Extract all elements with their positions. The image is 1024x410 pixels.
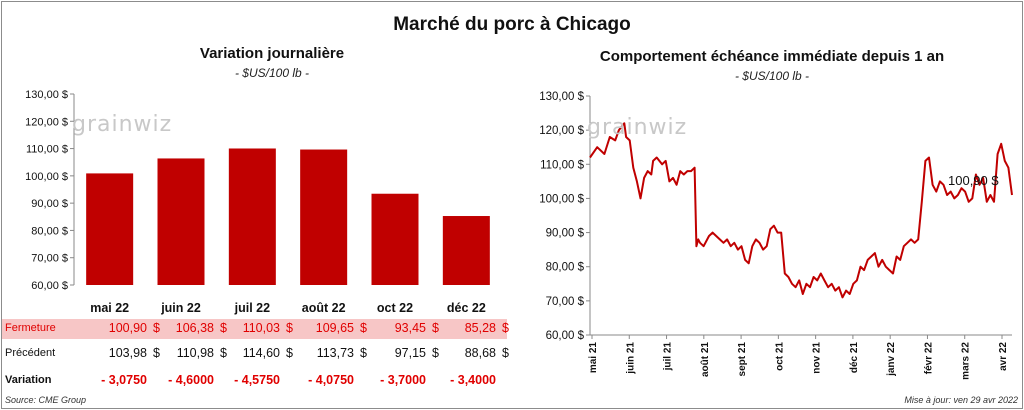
table-cell: 85,28: [464, 321, 496, 335]
y-tick-label: 60,00 $: [31, 280, 68, 292]
y-tick-label: 130,00 $: [539, 91, 584, 103]
y-tick-label: 90,00 $: [546, 228, 585, 240]
table-cell: - 4,5750: [234, 373, 280, 387]
line-chart: 60,00 $ 70,00 $ 80,00 $ 90,00 $ 100,00 $ 110,…: [539, 91, 1013, 380]
y-tick-label: 110,00 $: [540, 159, 585, 171]
category-label: juil 22: [234, 301, 270, 315]
series-line: [589, 122, 1013, 299]
currency-symbol: $: [153, 346, 160, 360]
x-tick-label: avr 22: [998, 342, 1009, 371]
table-cell: 103,98: [108, 346, 147, 360]
currency-symbol: $: [286, 346, 293, 360]
right-chart-title: Comportement échéance immédiate depuis 1…: [599, 48, 945, 65]
table-cell: 100,90: [108, 321, 147, 335]
table-cell: 97,15: [394, 346, 426, 360]
bar: [228, 148, 276, 285]
watermark-left: grainwiz: [72, 112, 173, 137]
row-label: Fermeture: [5, 322, 56, 334]
table-row-precedent: Précédent 103,98 $110,98 $114,60 $113,73 $97,…: [2, 344, 509, 364]
category-label: oct 22: [377, 301, 413, 315]
x-tick-label: janv 22: [886, 342, 897, 377]
bar: [157, 158, 205, 285]
right-chart-unit: - $US/100 lb -: [734, 69, 810, 83]
bar-chart: 60,00 $ 70,00 $ 80,00 $ 90,00 $ 100,00 $ 110,…: [25, 89, 490, 315]
table-cell: 93,45: [394, 321, 426, 335]
last-value-label: 100,90 $: [948, 173, 999, 188]
currency-symbol: $: [153, 321, 160, 335]
y-tick-label: 120,00 $: [25, 116, 68, 128]
x-tick-label: déc 21: [849, 342, 860, 374]
watermark-right: grainwiz: [587, 115, 688, 140]
table-cell: 106,38: [175, 321, 214, 335]
category-label: août 22: [302, 301, 346, 315]
category-label: déc 22: [447, 301, 486, 315]
table-cell: 114,60: [242, 346, 280, 360]
table-cell: - 4,6000: [168, 373, 214, 387]
currency-symbol: $: [432, 321, 439, 335]
x-tick-label: août 21: [700, 342, 711, 377]
y-tick-label: 120,00 $: [539, 125, 584, 137]
table-cell: 109,65: [315, 321, 354, 335]
currency-symbol: $: [286, 321, 293, 335]
source-note: Source: CME Group: [5, 395, 87, 405]
bar: [442, 216, 490, 285]
bar: [86, 173, 134, 285]
x-tick-label: mai 21: [588, 342, 599, 374]
y-tick-label: 70,00 $: [31, 253, 68, 265]
x-tick-label: oct 21: [774, 342, 785, 371]
y-tick-label: 60,00 $: [546, 330, 585, 342]
table-cell: 110,03: [242, 321, 280, 335]
table-row-variation: Variation - 3,0750 - 4,6000 - 4,5750 - 4,075…: [2, 371, 507, 391]
y-tick-label: 80,00 $: [31, 225, 68, 237]
y-tick-label: 100,00 $: [539, 193, 584, 205]
category-label: juin 22: [160, 301, 201, 315]
table-row-fermeture: Fermeture 100,90 $106,38 $110,03 $109,65 $93,…: [2, 319, 509, 339]
table-cell: - 3,4000: [450, 373, 496, 387]
currency-symbol: $: [360, 346, 367, 360]
row-label: Variation: [5, 374, 52, 386]
currency-symbol: $: [502, 346, 509, 360]
main-title: Marché du porc à Chicago: [393, 14, 631, 35]
currency-symbol: $: [360, 321, 367, 335]
left-chart-unit: - $US/100 lb -: [234, 66, 310, 80]
table-cell: - 3,0750: [101, 373, 147, 387]
x-tick-label: juil 21: [663, 342, 674, 372]
table-cell: - 3,7000: [380, 373, 426, 387]
currency-symbol: $: [432, 346, 439, 360]
x-tick-label: nov 21: [812, 342, 823, 374]
currency-symbol: $: [220, 346, 227, 360]
table-cell: - 4,0750: [308, 373, 354, 387]
row-label: Précédent: [5, 347, 56, 359]
x-tick-label: sept 21: [737, 342, 748, 377]
table-cell: 88,68: [464, 346, 496, 360]
y-tick-label: 110,00 $: [26, 144, 68, 156]
x-tick-label: mars 22: [961, 342, 972, 380]
y-tick-label: 130,00 $: [25, 89, 68, 101]
left-chart-title: Variation journalière: [199, 45, 345, 62]
bar: [371, 193, 419, 285]
table-cell: 110,98: [176, 346, 214, 360]
y-tick-label: 80,00 $: [546, 262, 585, 274]
x-tick-label: juin 21: [625, 342, 636, 375]
currency-symbol: $: [502, 321, 509, 335]
y-tick-label: 90,00 $: [31, 198, 68, 210]
update-note: Mise à jour: ven 29 avr 2022: [904, 395, 1018, 405]
y-tick-label: 70,00 $: [546, 296, 585, 308]
currency-symbol: $: [220, 321, 227, 335]
category-label: mai 22: [90, 301, 129, 315]
y-tick-label: 100,00 $: [25, 171, 68, 183]
table-cell: 113,73: [316, 346, 354, 360]
bar: [300, 149, 348, 285]
x-tick-label: févr 22: [923, 342, 934, 375]
